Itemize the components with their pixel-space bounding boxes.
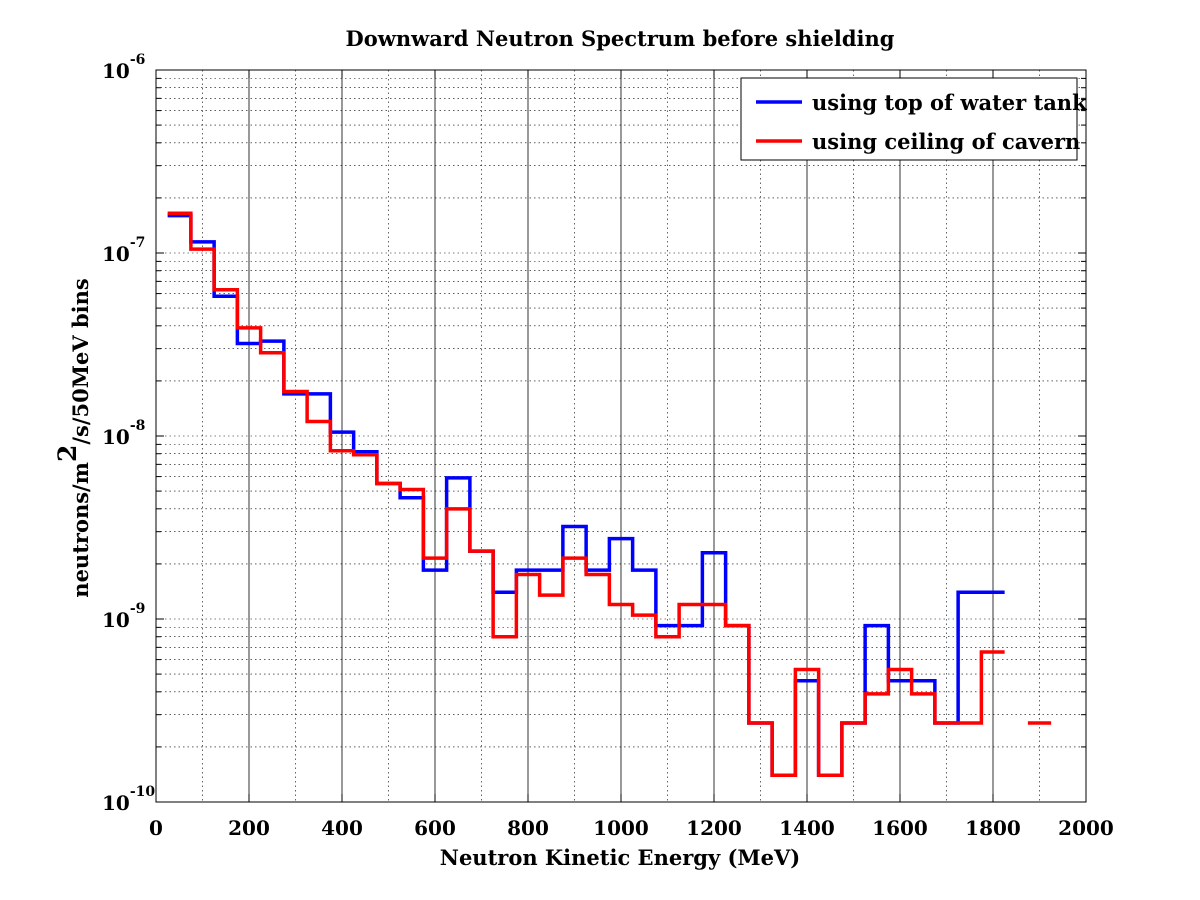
y-tick-label: 10-8 (102, 418, 145, 449)
x-tick-label: 1000 (593, 816, 649, 840)
y-tick-label: 10-7 (102, 235, 145, 266)
y-tick-base: 10 (102, 608, 130, 632)
chart-title: Downward Neutron Spectrum before shieldi… (346, 26, 895, 51)
legend: using top of water tank using ceiling of… (740, 77, 1087, 161)
y-tick-label: 10-6 (102, 52, 145, 83)
y-tick-exponent: -8 (130, 418, 146, 434)
y-axis-label-prefix: neutrons/m (68, 462, 93, 598)
x-tick-label: 800 (507, 816, 549, 840)
grid-lines (156, 70, 1086, 802)
legend-box (740, 77, 1078, 161)
series-line (167, 213, 1005, 778)
x-tick-label: 0 (149, 816, 163, 840)
y-tick-base: 10 (102, 791, 130, 815)
x-tick-label: 2000 (1058, 816, 1114, 840)
y-tick-base: 10 (102, 242, 130, 266)
series-water-tank (167, 213, 1005, 778)
y-axis-label: neutrons/m2/s/50MeV bins (53, 278, 93, 597)
axis-ticks: 0 200 400 600 800 1000 1200 1400 1600 1800 200010-… (102, 52, 1114, 840)
series-line (167, 211, 1052, 778)
legend-label-cavern-ceiling: using ceiling of cavern (812, 129, 1080, 154)
legend-label-water-tank: using top of water tank (812, 90, 1087, 115)
y-tick-label: 10-9 (102, 601, 145, 632)
y-tick-base: 10 (102, 59, 130, 83)
x-axis-label: Neutron Kinetic Energy (MeV) (440, 845, 800, 870)
x-tick-label: 1800 (965, 816, 1021, 840)
x-tick-label: 1400 (779, 816, 835, 840)
x-tick-label: 1200 (686, 816, 742, 840)
y-tick-exponent: -7 (130, 235, 146, 251)
y-tick-exponent: -10 (130, 784, 156, 800)
y-tick-exponent: -6 (130, 52, 146, 68)
series-layer (167, 211, 1052, 778)
y-tick-base: 10 (102, 425, 130, 449)
y-tick-exponent: -9 (130, 601, 146, 617)
x-tick-label: 1600 (872, 816, 928, 840)
x-tick-label: 600 (414, 816, 456, 840)
y-tick-label: 10-10 (102, 784, 155, 815)
y-axis-label-superscript: 2 (53, 445, 82, 462)
y-axis-label-suffix: /s/50MeV bins (68, 278, 93, 444)
x-tick-label: 200 (228, 816, 270, 840)
series-cavern-ceiling (167, 211, 1052, 778)
x-tick-label: 400 (321, 816, 363, 840)
